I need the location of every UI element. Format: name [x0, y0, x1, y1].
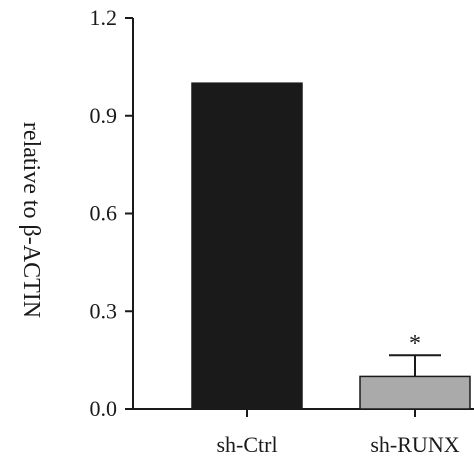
x-labels: sh-Ctrl sh-RUNX	[216, 409, 460, 457]
y-tick-label: 0.9	[90, 103, 118, 128]
x-category-label: sh-RUNX	[370, 432, 459, 457]
bar-sh-runx	[359, 375, 471, 410]
y-ticks: 0.0 0.3 0.6 0.9 1.2	[90, 5, 133, 421]
y-axis-label: relative to β-ACTIN	[18, 122, 44, 318]
y-tick-label: 1.2	[90, 5, 118, 30]
x-category-label: sh-Ctrl	[216, 432, 277, 457]
axes	[132, 18, 474, 410]
y-tick-label: 0.6	[90, 201, 118, 226]
bars: *	[191, 82, 471, 410]
y-tick-label: 0.0	[90, 396, 118, 421]
y-tick-label: 0.3	[90, 298, 118, 323]
bar-sh-ctrl	[191, 82, 303, 410]
significance-marker: *	[409, 331, 421, 357]
